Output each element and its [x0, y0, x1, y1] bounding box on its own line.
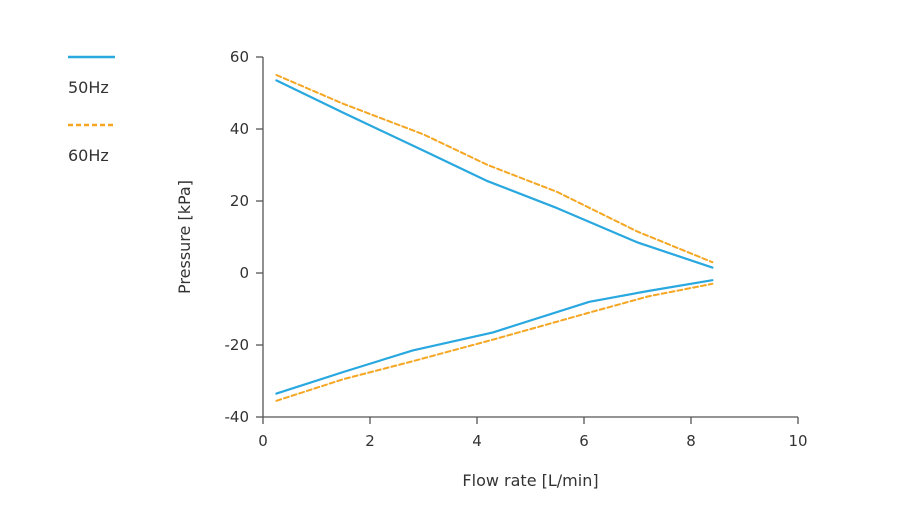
y-tick-label: 40: [230, 120, 249, 138]
x-tick-label: 0: [258, 432, 268, 450]
legend-label-60hz: 60Hz: [68, 146, 109, 165]
x-tick-label: 8: [686, 432, 696, 450]
series-line-60hz-3: [275, 282, 714, 402]
axes: -40 -20 0 20 40 60 0 2 4 6 8 10: [225, 48, 808, 450]
y-tick-label: -20: [225, 336, 250, 354]
legend: 50Hz 60Hz: [68, 55, 115, 165]
legend-label-50hz: 50Hz: [68, 78, 109, 97]
y-tick-label: -40: [225, 408, 250, 426]
x-tick-label: 4: [472, 432, 482, 450]
y-tick-label: 60: [230, 48, 249, 66]
y-tick-label: 0: [239, 264, 249, 282]
y-tick-label: 20: [230, 192, 249, 210]
series-lines: [275, 74, 714, 402]
y-axis-title: Pressure [kPa]: [175, 180, 194, 294]
x-tick-label: 6: [579, 432, 589, 450]
series-line-50hz-2: [275, 279, 714, 395]
x-axis-title: Flow rate [L/min]: [462, 471, 598, 490]
x-tick-label: 10: [788, 432, 807, 450]
x-tick-label: 2: [365, 432, 375, 450]
series-line-60hz-1: [275, 74, 714, 264]
series-line-50hz-0: [275, 79, 714, 269]
